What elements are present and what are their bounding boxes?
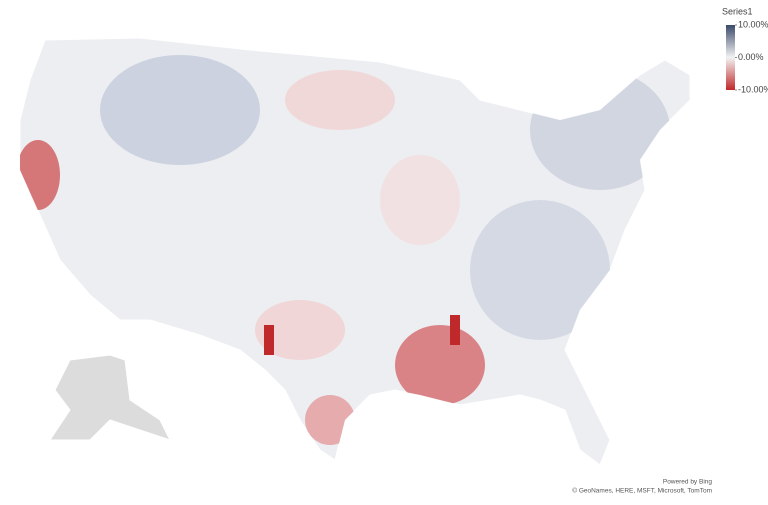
region-shade bbox=[255, 300, 345, 360]
region-shade bbox=[395, 325, 485, 405]
region-shade bbox=[530, 70, 670, 190]
alaska bbox=[49, 354, 171, 441]
region-shade bbox=[450, 315, 460, 345]
region-shade bbox=[380, 155, 460, 245]
region-shade bbox=[100, 55, 260, 165]
region-shade bbox=[470, 200, 610, 340]
attribution-copyright: © GeoNames, HERE, MSFT, Microsoft, TomTo… bbox=[572, 487, 712, 495]
legend-gradient bbox=[726, 25, 735, 90]
attribution-powered: Powered by Bing bbox=[663, 479, 713, 486]
legend-tick-label: -10.00% bbox=[738, 84, 768, 94]
legend-tick-label: 10.00% bbox=[738, 19, 768, 29]
lower-48 bbox=[19, 37, 691, 466]
legend-ticks: 10.00% 0.00% -10.00% bbox=[735, 19, 768, 94]
legend-title: Series1 bbox=[722, 6, 753, 16]
region-shade bbox=[285, 70, 395, 130]
region-shade bbox=[264, 325, 274, 355]
region-shade bbox=[20, 140, 60, 210]
region-shade bbox=[305, 395, 355, 445]
legend-tick-label: 0.00% bbox=[738, 52, 764, 62]
